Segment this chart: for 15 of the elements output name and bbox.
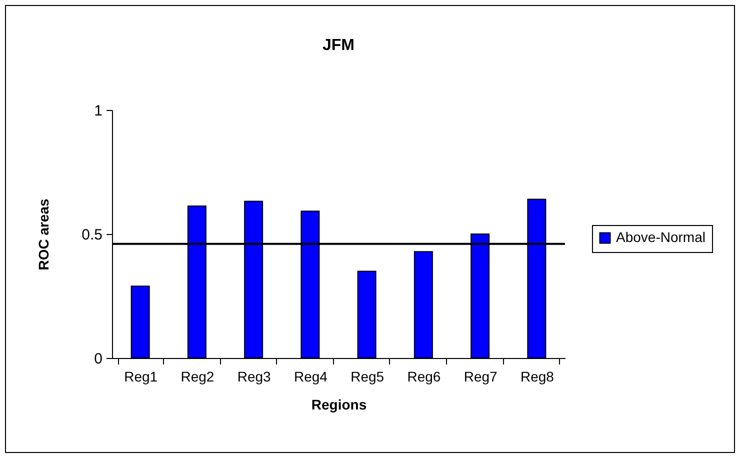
x-tick-label: Reg8 [520,368,554,384]
x-tick-label: Reg4 [294,368,328,384]
y-tick-label: 1 [94,102,102,120]
x-tick-label: Reg3 [237,368,272,384]
x-tick-label: Reg5 [350,368,384,384]
legend-label: Above-Normal [616,229,706,245]
y-axis-title: ROC areas [36,198,52,270]
y-tick-label: 0 [94,350,102,368]
x-tick-label: Reg1 [124,368,158,384]
x-tick-label: Reg7 [464,368,498,384]
chart-title: JFM [322,37,354,54]
x-tick-label: Reg6 [407,368,441,384]
y-tick-label: 0.5 [82,226,102,244]
x-tick-label: Reg2 [180,368,214,384]
x-axis-title: Regions [311,396,367,412]
